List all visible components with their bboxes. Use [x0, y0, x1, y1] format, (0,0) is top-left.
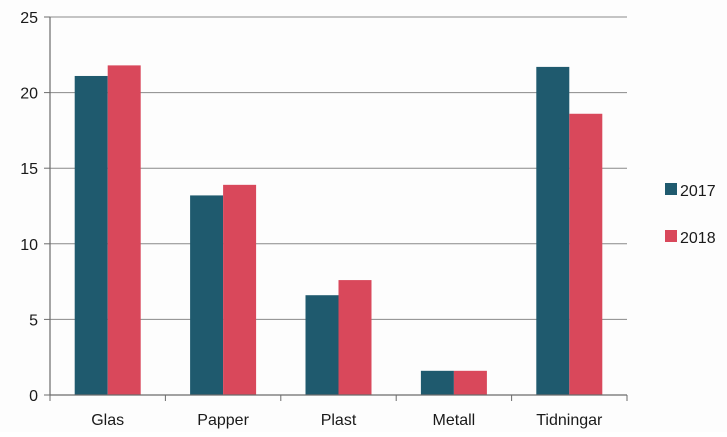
- x-category-label: Glas: [91, 412, 124, 429]
- y-tick-label: 10: [20, 237, 38, 254]
- legend-swatch-2017: [665, 183, 677, 195]
- bar-metall-2018: [453, 370, 487, 395]
- x-category-label: Papper: [197, 412, 249, 429]
- axis-labels: 0 5 10 15 20 25 Glas Papper Plast Metall Tidningar: [20, 10, 603, 429]
- bar-plast-2018: [338, 280, 372, 395]
- bar-glas-2017: [74, 75, 108, 395]
- y-tick-label: 5: [29, 312, 38, 329]
- bar-papper-2017: [190, 195, 224, 395]
- bar-glas-2018: [107, 65, 141, 395]
- gridlines: [50, 16, 627, 320]
- legend: 2017 2018: [665, 183, 716, 247]
- legend-label: 2017: [680, 183, 716, 200]
- bar-papper-2018: [223, 184, 257, 395]
- bars: [74, 65, 603, 396]
- legend-label: 2018: [680, 230, 716, 247]
- x-category-label: Tidningar: [536, 412, 603, 429]
- y-tick-label: 20: [20, 86, 38, 103]
- x-category-label: Plast: [321, 412, 357, 429]
- y-tick-label: 0: [29, 388, 38, 405]
- bar-metall-2017: [420, 370, 454, 395]
- x-category-label: Metall: [433, 412, 476, 429]
- bar-tidningar-2018: [569, 113, 603, 395]
- y-tick-label: 25: [20, 10, 38, 27]
- bar-plast-2017: [305, 295, 339, 395]
- axes: [44, 16, 628, 401]
- y-tick-label: 15: [20, 161, 38, 178]
- legend-swatch-2018: [665, 230, 677, 242]
- bar-tidningar-2017: [536, 66, 570, 396]
